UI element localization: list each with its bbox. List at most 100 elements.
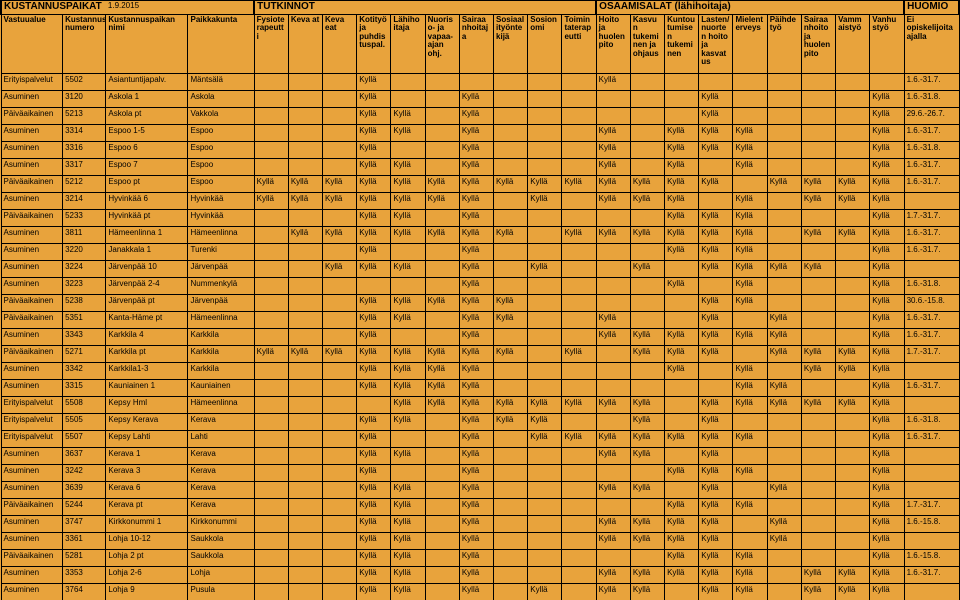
- cell: Kerava pt: [106, 499, 188, 516]
- cell: Kyllä: [870, 380, 904, 397]
- cell: 1.6.-31.7.: [904, 244, 959, 261]
- cell: [596, 108, 630, 125]
- cell: [733, 176, 767, 193]
- cell: Kyllä: [425, 176, 459, 193]
- cell: Kyllä: [357, 312, 391, 329]
- cell: Hyvinkää: [188, 193, 254, 210]
- cell: Kyllä: [357, 380, 391, 397]
- cell: Kyllä: [870, 142, 904, 159]
- cell: Kyllä: [870, 584, 904, 600]
- cell: [254, 567, 288, 584]
- cell: [528, 244, 562, 261]
- cell: Kyllä: [630, 533, 664, 550]
- cell: [528, 448, 562, 465]
- cell: Kyllä: [391, 159, 425, 176]
- cell: [425, 533, 459, 550]
- cell: [288, 584, 322, 600]
- cell: Kyllä: [767, 516, 801, 533]
- cell: [904, 363, 959, 380]
- cell: [288, 74, 322, 91]
- cell: [836, 244, 870, 261]
- cell: [425, 91, 459, 108]
- cell: Kyllä: [391, 295, 425, 312]
- cell: Kyllä: [630, 516, 664, 533]
- cell: Kyllä: [323, 261, 357, 278]
- cell: Kyllä: [733, 329, 767, 346]
- cell: Kyllä: [596, 482, 630, 499]
- cell: Kyllä: [391, 193, 425, 210]
- cell: Kyllä: [357, 108, 391, 125]
- cell: [323, 312, 357, 329]
- cell: Kyllä: [459, 278, 493, 295]
- cell: Kauniainen 1: [106, 380, 188, 397]
- cell: [699, 159, 733, 176]
- cell: Kyllä: [699, 210, 733, 227]
- cell: Kyllä: [699, 397, 733, 414]
- cell: Hämeenlinna: [188, 397, 254, 414]
- cell: [801, 448, 835, 465]
- cell: 3639: [63, 482, 106, 499]
- table-row: Asuminen3120Askola 1AskolaKylläKylläKyll…: [1, 91, 959, 108]
- cell: [425, 74, 459, 91]
- cell: [836, 533, 870, 550]
- cell: [288, 516, 322, 533]
- cell: Kyllä: [665, 499, 699, 516]
- cell: Turenki: [188, 244, 254, 261]
- cell: Kauniainen: [188, 380, 254, 397]
- cell: [494, 329, 528, 346]
- cell: [288, 567, 322, 584]
- cell: Asuminen: [1, 278, 63, 295]
- cell: 5213: [63, 108, 106, 125]
- cell: [425, 499, 459, 516]
- cell: [904, 584, 959, 600]
- cell: [562, 193, 596, 210]
- cell: [528, 295, 562, 312]
- cell: Lohja 10-12: [106, 533, 188, 550]
- cell: [596, 278, 630, 295]
- group-tut: TUTKINNOT: [254, 1, 596, 15]
- cell: [801, 91, 835, 108]
- cell: Kyllä: [357, 74, 391, 91]
- cell: 1.6.-31.7.: [904, 329, 959, 346]
- cell: Kyllä: [391, 567, 425, 584]
- cell: 3811: [63, 227, 106, 244]
- cell: [562, 482, 596, 499]
- cell: [562, 499, 596, 516]
- cell: [562, 516, 596, 533]
- cell: Kyllä: [665, 533, 699, 550]
- cell: [288, 278, 322, 295]
- cell: Kyllä: [528, 414, 562, 431]
- cell: [767, 108, 801, 125]
- cell: Kyllä: [459, 380, 493, 397]
- group-osa: OSAAMISALAT (lähihoitaja): [596, 1, 904, 15]
- column-header: Sairaa nhoito ja huolen pito: [801, 15, 835, 74]
- cell: [323, 380, 357, 397]
- cell: Kyllä: [870, 567, 904, 584]
- cell: Kyllä: [699, 125, 733, 142]
- cell: Kyllä: [459, 108, 493, 125]
- cell: [254, 142, 288, 159]
- cell: Kyllä: [870, 346, 904, 363]
- cell: [801, 329, 835, 346]
- cell: [254, 499, 288, 516]
- cell: [630, 550, 664, 567]
- cell: [425, 550, 459, 567]
- column-header: Toimin taterap eutti: [562, 15, 596, 74]
- cell: [254, 210, 288, 227]
- cell: Kerava: [188, 482, 254, 499]
- data-table: KUSTANNUSPAIKAT 1.9.2015 TUTKINNOT OSAAM…: [0, 0, 960, 600]
- cell: [665, 584, 699, 600]
- cell: Kyllä: [459, 499, 493, 516]
- cell: [801, 108, 835, 125]
- cell: [836, 261, 870, 278]
- cell: Kyllä: [767, 312, 801, 329]
- cell: [836, 159, 870, 176]
- cell: [836, 210, 870, 227]
- cell: [288, 414, 322, 431]
- cell: Kyllä: [801, 227, 835, 244]
- cell: Kyllä: [288, 193, 322, 210]
- cell: Kyllä: [733, 465, 767, 482]
- cell: Kyllä: [357, 346, 391, 363]
- cell: 5233: [63, 210, 106, 227]
- cell: Kyllä: [665, 516, 699, 533]
